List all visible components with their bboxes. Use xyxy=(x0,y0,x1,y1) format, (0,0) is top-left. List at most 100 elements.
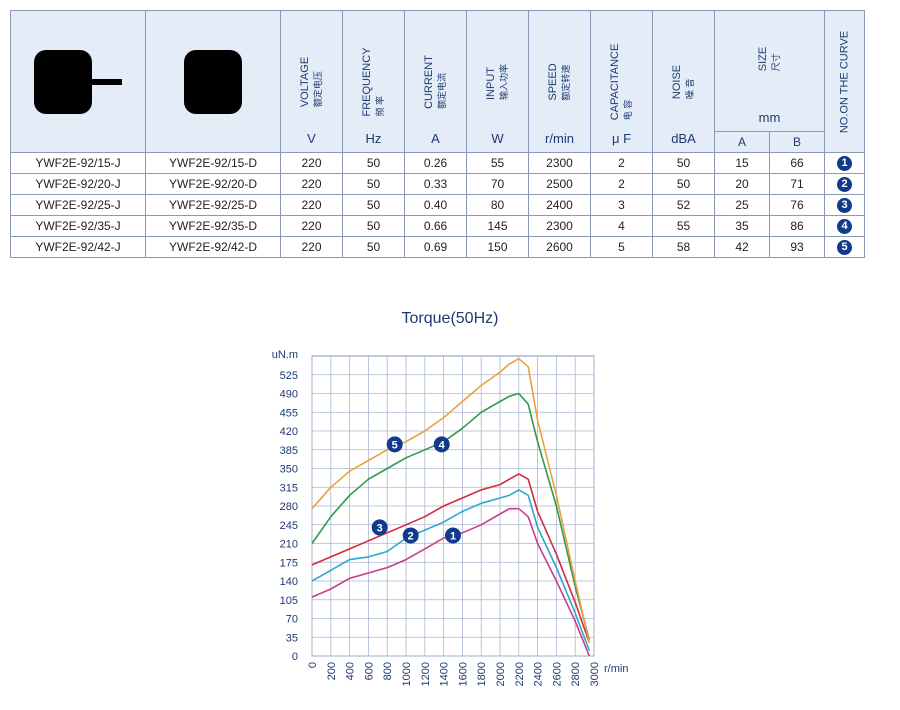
y-tick-label: 280 xyxy=(280,501,298,513)
unit-capacitance: μ F xyxy=(611,131,632,146)
unit-noise: dBA xyxy=(671,131,696,146)
curve-badge: 5 xyxy=(837,240,852,255)
cell-model-d: YWF2E-92/15-D xyxy=(145,152,281,174)
curve-badge: 1 xyxy=(837,156,852,171)
y-tick-label: 105 xyxy=(280,595,298,607)
cell-model-j: YWF2E-92/20-J xyxy=(10,173,146,195)
cell-voltage: 220 xyxy=(280,152,343,174)
x-axis-label: r/min xyxy=(604,663,628,675)
cell-curve: 4 xyxy=(824,215,865,237)
x-tick-label: 1400 xyxy=(439,662,451,686)
y-tick-label: 140 xyxy=(280,576,298,588)
curve-badge: 2 xyxy=(837,177,852,192)
header-frequency: FREQUENCY 频 率 Hz xyxy=(342,10,405,153)
table-row: YWF2E-92/35-J YWF2E-92/35-D 220 50 0.66 … xyxy=(10,215,865,237)
table-row: YWF2E-92/15-J YWF2E-92/15-D 220 50 0.26 … xyxy=(10,152,865,174)
y-tick-label: 35 xyxy=(286,632,298,644)
x-tick-label: 2800 xyxy=(570,662,582,686)
unit-current: A xyxy=(431,131,440,146)
cell-capacitance: 5 xyxy=(590,236,653,258)
cell-size-a: 15 xyxy=(714,152,770,174)
curve-label: 4 xyxy=(439,439,446,451)
x-tick-label: 400 xyxy=(345,662,357,680)
motor-image-j xyxy=(10,10,146,153)
cell-curve: 5 xyxy=(824,236,865,258)
curve-label-marker xyxy=(402,527,419,544)
curve-badge: 3 xyxy=(837,198,852,213)
motor-body-icon xyxy=(184,49,242,114)
y-tick-label: 70 xyxy=(286,614,298,626)
curve-label-marker xyxy=(445,527,461,544)
y-axis-label: uN.m xyxy=(272,349,298,361)
series-line-2 xyxy=(311,489,591,651)
unit-frequency: Hz xyxy=(365,131,382,146)
x-tick-label: 200 xyxy=(326,662,338,680)
x-tick-label: 2000 xyxy=(495,662,507,686)
cell-noise: 50 xyxy=(652,152,715,174)
header-size-a: A xyxy=(714,131,770,153)
y-tick-label: 490 xyxy=(280,389,298,401)
y-tick-label: 420 xyxy=(280,426,298,438)
cell-speed: 2300 xyxy=(528,215,591,237)
curve-label-marker xyxy=(371,519,388,536)
x-tick-label: 1200 xyxy=(420,662,432,686)
y-tick-label: 385 xyxy=(280,445,298,457)
cell-model-d: YWF2E-92/42-D xyxy=(145,236,281,258)
spec-table: VOLTAGE 额定电压 V FREQUENCY 频 率 Hz CURRENT 额定电… xyxy=(10,10,865,258)
y-tick-label: 245 xyxy=(280,520,298,532)
unit-voltage: V xyxy=(307,131,316,146)
header-noise: NOISE 噪 音 dBA xyxy=(652,10,715,153)
x-tick-label: 3000 xyxy=(589,662,601,686)
motor-shaft-icon xyxy=(92,78,122,85)
y-tick-label: 455 xyxy=(280,407,298,419)
curve-label-marker xyxy=(386,436,403,453)
y-tick-label: 525 xyxy=(280,370,298,382)
motor-body-icon xyxy=(34,49,92,114)
x-tick-label: 0 xyxy=(307,662,319,668)
header-size: SIZE 尺寸 mm xyxy=(714,10,825,132)
cell-size-a: 35 xyxy=(714,215,770,237)
x-tick-label: 1800 xyxy=(476,662,488,686)
x-tick-label: 2600 xyxy=(551,662,563,686)
x-tick-label: 800 xyxy=(382,662,394,680)
y-tick-label: 0 xyxy=(292,651,298,663)
cell-current: 0.40 xyxy=(404,194,467,216)
cell-frequency: 50 xyxy=(342,236,405,258)
header-curve-number: NO.ON THE CURVE xyxy=(824,10,865,153)
cell-model-d: YWF2E-92/35-D xyxy=(145,215,281,237)
curve-label: 3 xyxy=(377,522,383,534)
curve-label: 1 xyxy=(450,530,456,542)
cell-size-a: 20 xyxy=(714,173,770,195)
header-input: INPUT 输入功率 W xyxy=(466,10,529,153)
unit-size: mm xyxy=(758,110,781,125)
chart-title: Torque(50Hz) xyxy=(401,310,499,327)
x-tick-label: 1000 xyxy=(401,662,413,686)
x-tick-label: 600 xyxy=(363,662,375,680)
cell-size-a: 42 xyxy=(714,236,770,258)
series-line-1 xyxy=(311,507,591,657)
cell-size-b: 76 xyxy=(769,194,825,216)
series-line-4 xyxy=(311,392,591,641)
unit-speed: r/min xyxy=(545,131,574,146)
cell-input: 150 xyxy=(466,236,529,258)
x-tick-label: 2400 xyxy=(533,662,545,686)
curve-label: 5 xyxy=(392,439,398,451)
header-size-b: B xyxy=(769,131,825,153)
y-tick-label: 210 xyxy=(280,539,298,551)
y-tick-label: 350 xyxy=(280,464,298,476)
header-speed: SPEED 额定转速 r/min xyxy=(528,10,591,153)
motor-image-d xyxy=(145,10,281,153)
series-line-3 xyxy=(311,473,591,643)
series-line-5 xyxy=(311,357,591,643)
cell-current: 0.69 xyxy=(404,236,467,258)
header-current: CURRENT 额定电流 A xyxy=(404,10,467,153)
y-tick-label: 175 xyxy=(280,557,298,569)
header-capacitance: CAPACITANCE 电 容 μ F xyxy=(590,10,653,153)
curve-label-marker xyxy=(433,436,450,453)
cell-noise: 58 xyxy=(652,236,715,258)
cell-model-j: YWF2E-92/42-J xyxy=(10,236,146,258)
table-row: YWF2E-92/42-J YWF2E-92/42-D 220 50 0.69 … xyxy=(10,236,865,258)
y-tick-label: 315 xyxy=(280,482,298,494)
unit-input: W xyxy=(491,131,504,146)
